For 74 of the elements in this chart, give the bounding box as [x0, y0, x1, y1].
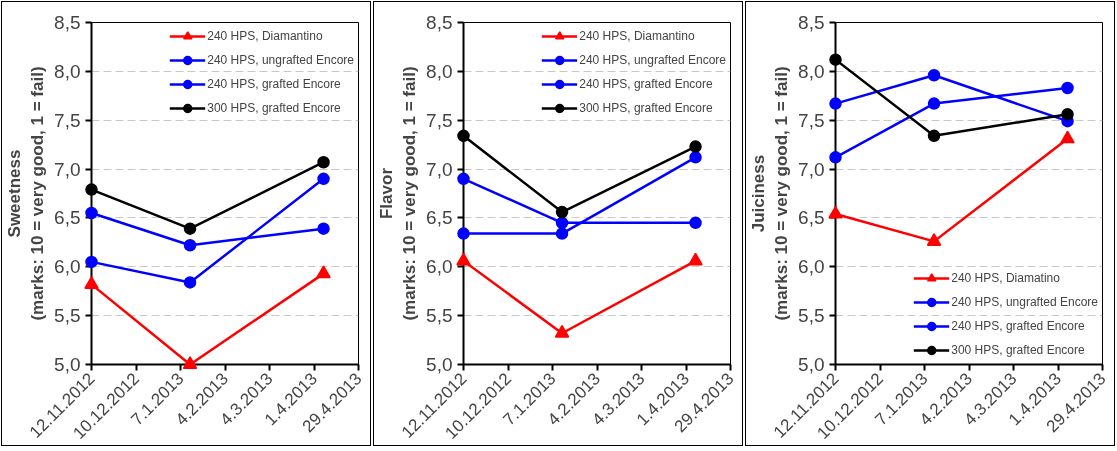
- legend-label: 240 HPS, grafted Encore: [579, 77, 713, 91]
- y-tick-label: 5,5: [426, 305, 453, 327]
- y-axis-title: Sweetness (marks: 10 = very good, 1 = fail): [5, 66, 48, 321]
- y-tick-label: 5,5: [54, 305, 81, 327]
- point: [927, 69, 941, 82]
- point: [829, 53, 842, 66]
- point: [85, 255, 98, 269]
- point: [555, 216, 569, 230]
- point: [183, 239, 197, 252]
- y-tick-label: 7,5: [54, 109, 81, 131]
- point: [555, 227, 569, 240]
- point: [183, 276, 197, 289]
- point: [317, 172, 330, 186]
- point: [84, 276, 99, 289]
- y-tick-label: 7,0: [426, 158, 453, 180]
- y-axis-title: Flavor (marks: 10 = very good, 1 = fail): [377, 66, 420, 321]
- point: [183, 222, 197, 235]
- y-tick-label: 7,0: [54, 158, 81, 180]
- y-tick-label: 6,0: [426, 256, 453, 278]
- point: [1061, 108, 1074, 121]
- point: [554, 324, 570, 338]
- point: [689, 216, 702, 230]
- point: [828, 205, 843, 219]
- legend-label: 240 HPS, ungrafted Encore: [951, 295, 1098, 309]
- y-tick-label: 5,0: [54, 354, 81, 375]
- point: [689, 140, 702, 153]
- y-tick-label: 8,5: [798, 12, 825, 33]
- point: [317, 155, 330, 169]
- y-tick-label: 8,0: [426, 60, 453, 82]
- point: [829, 97, 842, 110]
- legend-label: 240 HPS, ungrafted Encore: [579, 53, 726, 67]
- y-tick-label: 7,5: [426, 109, 453, 131]
- y-tick-label: 6,0: [798, 256, 825, 278]
- y-tick-label: 5,5: [798, 305, 825, 327]
- y-tick-label: 5,0: [798, 354, 825, 375]
- y-tick-label: 6,5: [798, 207, 825, 229]
- y-tick-label: 8,5: [426, 12, 453, 33]
- y-tick-label: 8,5: [54, 12, 81, 33]
- point: [926, 233, 942, 246]
- legend-label: 300 HPS, grafted Encore: [951, 343, 1085, 357]
- point: [457, 172, 470, 186]
- legend-label: 240 HPS, ungrafted Encore: [207, 53, 354, 67]
- point: [456, 252, 471, 266]
- y-tick-label: 8,0: [798, 60, 825, 82]
- legend-label: 240 HPS, Diamatino: [951, 271, 1060, 285]
- y-tick-label: 6,0: [54, 256, 81, 278]
- point: [457, 227, 470, 240]
- legend-label: 240 HPS, grafted Encore: [951, 319, 1085, 333]
- y-tick-label: 5,0: [426, 354, 453, 375]
- point: [317, 222, 330, 235]
- y-tick-label: 7,5: [798, 109, 825, 131]
- y-tick-label: 6,5: [54, 207, 81, 229]
- legend-label: 240 HPS, grafted Encore: [207, 77, 341, 91]
- point: [555, 205, 569, 219]
- y-tick-label: 7,0: [798, 158, 825, 180]
- legend-label: 300 HPS, grafted Encore: [579, 101, 713, 115]
- point: [85, 183, 98, 196]
- legend-label: 240 HPS, Diamantino: [207, 29, 323, 43]
- y-tick-label: 8,0: [54, 60, 81, 82]
- point: [829, 151, 842, 164]
- point: [689, 151, 702, 164]
- point: [316, 265, 331, 279]
- legend-label: 240 HPS, Diamantino: [579, 29, 695, 43]
- point: [1060, 130, 1075, 144]
- point: [688, 252, 703, 266]
- y-tick-label: 6,5: [426, 207, 453, 229]
- point: [927, 129, 941, 143]
- point: [927, 97, 941, 110]
- y-axis-title: Juiciness (marks: 10 = very good, 1 = fail): [749, 66, 792, 321]
- point: [182, 356, 198, 369]
- point: [85, 206, 98, 220]
- point: [1061, 81, 1074, 95]
- legend-label: 300 HPS, grafted Encore: [207, 101, 341, 115]
- point: [457, 129, 470, 143]
